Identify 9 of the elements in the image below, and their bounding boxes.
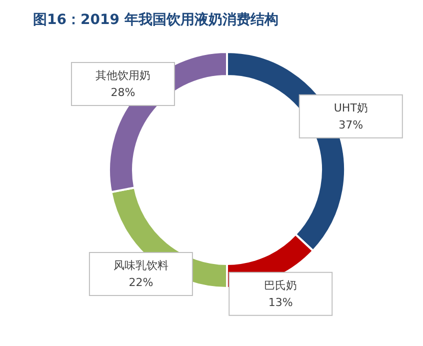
slice-label: 风味乳饮料: [113, 259, 168, 272]
data-label: 28%: [110, 86, 136, 99]
slice-label: UHT奶: [334, 101, 368, 114]
data-label: 13%: [268, 296, 293, 309]
slice-label: 其他饮用奶: [95, 68, 150, 82]
data-label: 37%: [338, 118, 364, 132]
chart-title: 图16：2019 年我国饮用液奶消费结构: [33, 11, 278, 28]
data-label: 22%: [128, 276, 154, 290]
slice-label: 巴氏奶: [264, 278, 298, 292]
